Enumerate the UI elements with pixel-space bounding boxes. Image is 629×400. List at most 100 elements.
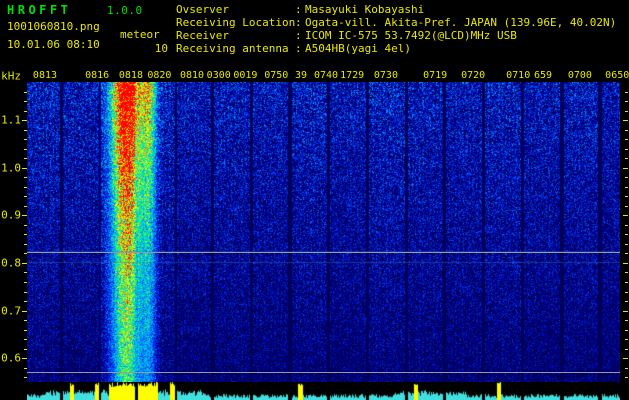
right-axis-minor-tick: [625, 139, 628, 141]
y-axis-minor-tick: [24, 101, 27, 103]
right-axis-tick: [623, 262, 628, 264]
y-axis-minor-tick: [24, 139, 27, 141]
header-panel: HROFFT 1.0.0 1001060810.png 10.01.06 08:…: [0, 0, 629, 70]
x-axis-time-label: 0818: [118, 70, 143, 81]
right-axis-minor-tick: [625, 243, 628, 245]
x-axis-time-label: 0719: [423, 70, 448, 81]
meteor-counter-label: meteor: [120, 28, 160, 41]
y-axis-tick-label: 1.0: [1, 161, 21, 175]
y-axis-minor-tick: [24, 320, 27, 322]
y-axis-tick-label: 0.9: [1, 208, 21, 222]
right-axis-minor-tick: [625, 348, 628, 350]
x-axis-time-label: 0019: [233, 70, 258, 81]
meteor-counter-value: 10: [154, 42, 168, 55]
right-axis-minor-tick: [625, 101, 628, 103]
filename-label: 1001060810.png: [7, 20, 100, 33]
x-axis-time-label: 0700: [567, 70, 592, 81]
spectrogram-image: [27, 82, 620, 382]
right-axis-minor-tick: [625, 367, 628, 369]
right-axis-minor-tick: [625, 377, 628, 379]
spectrogram-canvas: [27, 82, 620, 382]
right-axis-minor-tick: [625, 205, 628, 207]
y-axis-minor-tick: [24, 367, 27, 369]
y-axis-minor-tick: [24, 377, 27, 379]
y-axis-minor-tick: [24, 243, 27, 245]
y-axis-minor-tick: [24, 158, 27, 160]
y-axis-tick: [22, 215, 27, 217]
y-axis-minor-tick: [24, 110, 27, 112]
x-axis-time-label: 0300: [206, 70, 231, 81]
y-axis-tick-label: 0.6: [1, 351, 21, 365]
y-axis-tick: [22, 167, 27, 169]
y-axis-minor-tick: [24, 348, 27, 350]
amplitude-strip: [27, 382, 620, 400]
y-axis-tick-label: 0.8: [1, 256, 21, 270]
y-axis-minor-tick: [24, 129, 27, 131]
x-axis-time-label: 0813: [32, 70, 58, 81]
right-axis-minor-tick: [625, 234, 628, 236]
meta-value-antenna: A504HB(yagi 4el): [305, 42, 411, 55]
right-axis-minor-tick: [625, 329, 628, 331]
meta-colon-location: :: [295, 16, 302, 29]
amplitude-canvas: [27, 382, 620, 400]
x-axis-time-label: 0710: [506, 70, 531, 81]
y-axis-tick: [22, 310, 27, 312]
right-axis-minor-tick: [625, 91, 628, 93]
meta-colon-observer: :: [295, 3, 302, 16]
meta-colon-antenna: :: [295, 42, 302, 55]
y-axis-minor-tick: [24, 291, 27, 293]
y-axis-minor-tick: [24, 272, 27, 274]
right-axis-tick: [623, 120, 628, 122]
x-axis-time-label: 0730: [373, 70, 398, 81]
right-axis-minor-tick: [625, 148, 628, 150]
right-axis-minor-tick: [625, 320, 628, 322]
y-axis-minor-tick: [24, 196, 27, 198]
meta-key-receiver: Receiver: [176, 29, 229, 42]
datetime-label: 10.01.06 08:10: [7, 38, 100, 51]
right-axis-minor-tick: [625, 253, 628, 255]
right-axis-minor-tick: [625, 272, 628, 274]
y-axis-minor-tick: [24, 186, 27, 188]
app-title: HROFFT: [7, 3, 72, 17]
right-axis-minor-tick: [625, 291, 628, 293]
y-axis-minor-tick: [24, 253, 27, 255]
y-axis-minor-tick: [24, 224, 27, 226]
y-axis-tick-label: 1.1: [1, 113, 21, 127]
right-axis-minor-tick: [625, 224, 628, 226]
right-axis-minor-tick: [625, 177, 628, 179]
y-axis-minor-tick: [24, 301, 27, 303]
spectrogram-gridline: [27, 371, 620, 373]
app-version: 1.0.0: [107, 4, 143, 17]
x-axis-time-label: 0810: [179, 70, 205, 81]
y-axis-minor-tick: [24, 339, 27, 341]
meta-key-location: Receiving Location: [176, 16, 296, 29]
x-axis-time-label: 0740: [314, 70, 339, 81]
right-axis-tick: [623, 310, 628, 312]
x-axis-time-label: 0816: [85, 70, 110, 81]
y-axis-minor-tick: [24, 282, 27, 283]
right-axis-minor-tick: [625, 129, 628, 131]
y-axis-minor-tick: [24, 177, 27, 179]
x-axis-time-label: 39: [295, 70, 308, 81]
spectrogram-gridline: [27, 251, 620, 253]
meta-key-observer: Ovserver: [176, 3, 229, 16]
meta-colon-receiver: :: [295, 29, 302, 42]
y-axis-minor-tick: [24, 329, 27, 331]
right-axis-tick: [623, 215, 628, 217]
spectrogram-plot: 0813 0816 0818 0820 0810 0300 0019 0750 39 0740 17…: [0, 70, 629, 400]
x-axis-time-label: 0750: [264, 70, 289, 81]
right-axis-minor-tick: [625, 301, 628, 303]
y-axis-minor-tick: [24, 234, 27, 236]
right-axis-minor-tick: [625, 282, 628, 283]
y-axis-frequency: kHz 1.1 1.0 0.9 0.8 0.7 0.6: [0, 70, 27, 400]
right-axis-minor-tick: [625, 186, 628, 188]
meta-key-antenna: Receiving antenna: [176, 42, 289, 55]
x-axis-time-label: 0720: [461, 70, 486, 81]
y-axis-tick-label: 0.7: [1, 304, 21, 318]
y-axis-minor-tick: [24, 91, 27, 93]
y-axis-tick: [22, 262, 27, 264]
y-axis-tick: [22, 358, 27, 360]
meta-value-receiver: ICOM IC-575 53.7492(@LCD)MHz USB: [305, 29, 517, 42]
right-axis-minor-tick: [625, 196, 628, 198]
